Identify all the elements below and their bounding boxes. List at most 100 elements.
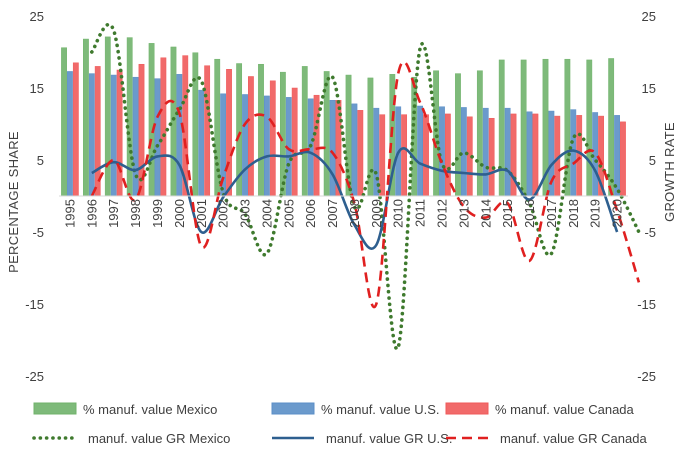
y-right-tick-25: 25 — [642, 9, 656, 24]
x-tick-2003: 2003 — [238, 199, 253, 228]
bar--manuf-value-u-s--2012 — [439, 106, 445, 197]
legend-label-manuf-value-gr-canada: manuf. value GR Canada — [500, 431, 647, 446]
y-right-tick-5: 5 — [649, 153, 656, 168]
legend-swatch--manuf-value-u-s- — [271, 402, 315, 415]
legend-swatch--manuf-value-mexico — [33, 402, 77, 415]
bar--manuf-value-mexico-2019 — [586, 59, 593, 197]
x-tick-1999: 1999 — [150, 199, 165, 228]
bar--manuf-value-canada-2011 — [423, 114, 429, 197]
x-tick-2012: 2012 — [435, 199, 450, 228]
bar--manuf-value-canada-2020 — [620, 121, 626, 197]
bar--manuf-value-mexico-2012 — [433, 70, 439, 197]
bar--manuf-value-canada-1999 — [160, 57, 167, 197]
legend-label-manuf-value-gr-u-s-: manuf. value GR U.S. — [326, 431, 452, 446]
x-tick-2010: 2010 — [391, 199, 406, 228]
bar--manuf-value-u-s--2009 — [373, 107, 380, 197]
x-tick-2014: 2014 — [478, 199, 493, 228]
x-tick-2001: 2001 — [194, 199, 209, 228]
bar--manuf-value-canada-2001 — [204, 65, 211, 197]
legend-swatch--manuf-value-canada — [445, 402, 489, 415]
bar--manuf-value-mexico-2015 — [498, 59, 505, 197]
y-axis-title-left: PERCENTAGE SHARE — [6, 131, 21, 273]
bar--manuf-value-u-s--2013 — [460, 107, 467, 197]
bar--manuf-value-u-s--2008 — [351, 103, 358, 197]
bar--manuf-value-u-s--2000 — [176, 74, 183, 197]
bar--manuf-value-mexico-2016 — [520, 59, 527, 197]
legend-label--manuf-value-u-s-: % manuf. value U.S. — [321, 402, 440, 417]
bar--manuf-value-mexico-2013 — [455, 73, 461, 197]
bar--manuf-value-canada-2012 — [444, 113, 451, 197]
bar--manuf-value-u-s--2003 — [242, 94, 248, 197]
y-right-tick--15: -15 — [637, 297, 656, 312]
line-manuf-value-gr-u-s- — [91, 147, 619, 250]
x-tick-2016: 2016 — [522, 199, 537, 228]
y-left-tick-labels: 25 15 5 -5 -15 -25 — [25, 9, 44, 384]
x-tick-2019: 2019 — [588, 199, 603, 228]
y-axis-title-right: GROWTH RATE — [662, 122, 677, 222]
bar--manuf-value-canada-2003 — [248, 76, 254, 197]
bar--manuf-value-u-s--1995 — [67, 71, 73, 197]
bar--manuf-value-mexico-2000 — [170, 46, 177, 197]
x-tick-2006: 2006 — [303, 199, 318, 228]
bar--manuf-value-u-s--2015 — [504, 107, 511, 197]
bar--manuf-value-canada-2018 — [576, 115, 583, 197]
bar--manuf-value-u-s--2006 — [307, 98, 314, 197]
bar--manuf-value-canada-2004 — [269, 80, 276, 197]
bar--manuf-value-u-s--2011 — [417, 105, 424, 197]
x-tick-1995: 1995 — [62, 199, 77, 228]
x-tick-2009: 2009 — [369, 199, 384, 228]
bar--manuf-value-canada-2016 — [532, 113, 539, 197]
bar--manuf-value-canada-1995 — [72, 62, 79, 197]
x-tick-2002: 2002 — [216, 199, 231, 228]
x-tick-2013: 2013 — [456, 199, 471, 228]
x-tick-2000: 2000 — [172, 199, 187, 228]
bar--manuf-value-canada-2008 — [357, 110, 364, 197]
x-tick-2015: 2015 — [500, 199, 515, 228]
legend-label--manuf-value-mexico: % manuf. value Mexico — [83, 402, 217, 417]
bar--manuf-value-u-s--1997 — [110, 74, 117, 197]
x-tick-2020: 2020 — [610, 199, 625, 228]
bar--manuf-value-u-s--2016 — [526, 111, 533, 197]
bar--manuf-value-u-s--2014 — [482, 107, 489, 197]
bar--manuf-value-u-s--2001 — [198, 89, 205, 197]
bar--manuf-value-canada-2005 — [291, 87, 298, 197]
x-tick-2005: 2005 — [281, 199, 296, 228]
bar--manuf-value-canada-2006 — [313, 94, 320, 197]
x-tick-2007: 2007 — [325, 199, 340, 228]
bar--manuf-value-u-s--1998 — [132, 76, 139, 197]
x-tick-2017: 2017 — [544, 199, 559, 228]
bar--manuf-value-canada-2014 — [488, 117, 495, 197]
y-left-tick-15: 15 — [30, 81, 44, 96]
bar--manuf-value-mexico-2009 — [367, 77, 374, 197]
bar--manuf-value-mexico-2018 — [564, 58, 571, 197]
y-left-tick--25: -25 — [25, 369, 44, 384]
x-tick-1998: 1998 — [128, 199, 143, 228]
bar--manuf-value-mexico-1999 — [148, 43, 155, 197]
y-right-tick-labels: 25 15 5 -5 -15 -25 — [637, 9, 656, 384]
x-tick-2011: 2011 — [413, 199, 428, 227]
legend: % manuf. value Mexico % manuf. value U.S.… — [32, 402, 647, 446]
bar--manuf-value-mexico-2001 — [192, 52, 199, 197]
bar--manuf-value-mexico-1996 — [83, 38, 89, 197]
bar--manuf-value-mexico-2014 — [476, 70, 483, 197]
y-right-tick--25: -25 — [637, 369, 656, 384]
bar--manuf-value-mexico-2004 — [258, 63, 264, 197]
x-tick-1996: 1996 — [84, 199, 99, 228]
bar--manuf-value-u-s--2007 — [329, 99, 336, 197]
bar--manuf-value-mexico-2006 — [301, 66, 308, 197]
bar--manuf-value-u-s--2018 — [570, 109, 577, 197]
bar--manuf-value-canada-2010 — [401, 114, 408, 197]
bar--manuf-value-u-s--2020 — [614, 115, 620, 197]
legend-label--manuf-value-canada: % manuf. value Canada — [495, 402, 635, 417]
y-left-tick--15: -15 — [25, 297, 44, 312]
bar--manuf-value-canada-2002 — [226, 69, 232, 197]
bar--manuf-value-canada-2009 — [379, 114, 386, 197]
line-group — [90, 22, 641, 351]
bar--manuf-value-u-s--1996 — [88, 73, 95, 197]
bar--manuf-value-mexico-1997 — [104, 36, 111, 197]
legend-label-manuf-value-gr-mexico: manuf. value GR Mexico — [88, 431, 230, 446]
bar--manuf-value-u-s--1999 — [154, 78, 161, 197]
bar--manuf-value-u-s--2004 — [264, 95, 270, 197]
bar--manuf-value-u-s--2019 — [592, 112, 599, 197]
